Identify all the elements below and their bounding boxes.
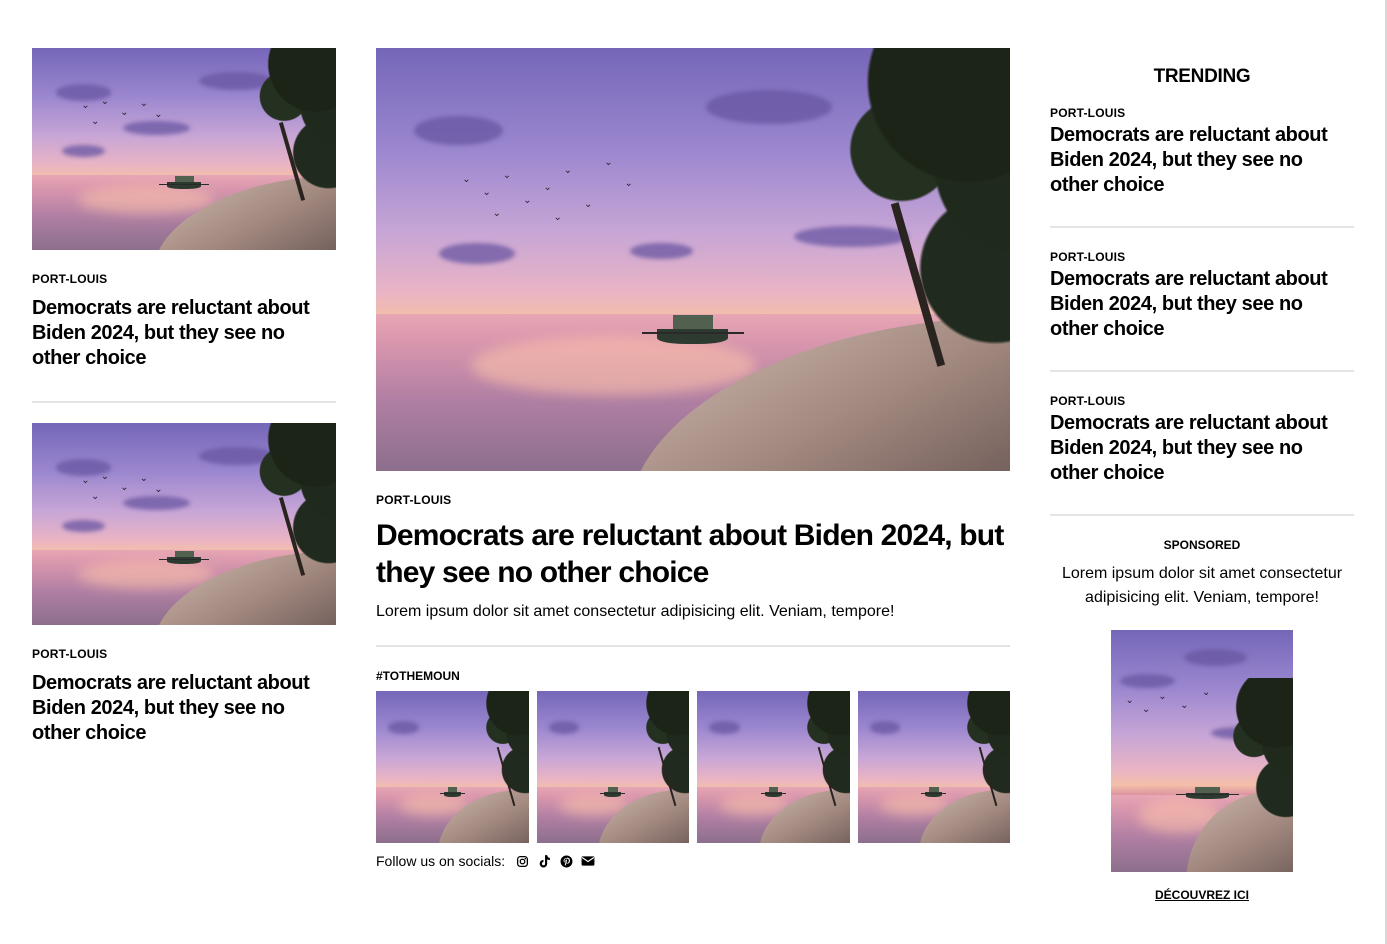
right-column: TRENDING PORT-LOUIS Democrats are reluct… — [1050, 48, 1354, 902]
left-column: ⌄ ⌄ ⌄ ⌄ ⌄ ⌄ PORT-LOUIS Democrats are reluctan… — [32, 48, 336, 746]
article-image[interactable]: ⌄ ⌄ ⌄ ⌄ ⌄ ⌄ — [32, 48, 336, 250]
gallery-hashtag[interactable]: #TOTHEMOUN — [376, 669, 460, 683]
trending-item[interactable]: PORT-LOUIS Democrats are reluctant about… — [1050, 88, 1354, 198]
divider — [1050, 226, 1354, 228]
trending-kicker[interactable]: PORT-LOUIS — [1050, 106, 1126, 120]
sponsored-text: Lorem ipsum dolor sit amet consectetur a… — [1061, 565, 1343, 606]
article-image[interactable]: ⌄ ⌄ ⌄ ⌄ ⌄ ⌄ — [32, 423, 336, 625]
trending-heading: TRENDING — [1153, 66, 1251, 87]
scrollbar-track[interactable] — [1385, 0, 1387, 944]
divider — [1050, 370, 1354, 372]
article-title[interactable]: Democrats are reluctant about Biden 2024… — [32, 297, 310, 369]
main-column: ⌄ ⌄ ⌄ ⌄ ⌄ ⌄ ⌄ ⌄ ⌄ ⌄ ⌄ PORT-LOUIS Democrats are rel… — [376, 48, 1010, 869]
hero-title[interactable]: Democrats are reluctant about Biden 2024… — [376, 519, 1004, 589]
article-kicker[interactable]: PORT-LOUIS — [32, 647, 108, 661]
trending-title[interactable]: Democrats are reluctant about Biden 2024… — [1050, 124, 1328, 196]
article-card[interactable]: ⌄ ⌄ ⌄ ⌄ ⌄ ⌄ PORT-LOUIS Democrats are reluctan… — [32, 423, 336, 746]
hero-image[interactable]: ⌄ ⌄ ⌄ ⌄ ⌄ ⌄ ⌄ ⌄ ⌄ ⌄ ⌄ — [376, 48, 1010, 471]
trending-title[interactable]: Democrats are reluctant about Biden 2024… — [1050, 268, 1328, 340]
gallery-image[interactable] — [857, 691, 1010, 843]
sponsored-image[interactable]: ⌄ ⌄ ⌄ ⌄ ⌄ — [1111, 630, 1293, 872]
divider — [32, 401, 336, 403]
gallery-image[interactable] — [536, 691, 689, 843]
article-card[interactable]: ⌄ ⌄ ⌄ ⌄ ⌄ ⌄ PORT-LOUIS Democrats are reluctan… — [32, 48, 336, 371]
pinterest-icon[interactable] — [559, 854, 573, 868]
trending-item[interactable]: PORT-LOUIS Democrats are reluctant about… — [1050, 228, 1354, 342]
trending-kicker[interactable]: PORT-LOUIS — [1050, 394, 1126, 408]
tiktok-icon[interactable] — [537, 854, 551, 868]
gallery-image[interactable] — [376, 691, 529, 843]
socials-label: Follow us on socials: — [376, 853, 506, 869]
photo-gallery — [376, 691, 1010, 843]
trending-title[interactable]: Democrats are reluctant about Biden 2024… — [1050, 412, 1328, 484]
article-title[interactable]: Democrats are reluctant about Biden 2024… — [32, 672, 310, 744]
discover-link[interactable]: DÉCOUVREZ ICI — [1154, 888, 1249, 902]
social-links: Follow us on socials: — [376, 853, 1010, 869]
instagram-icon[interactable] — [515, 854, 529, 868]
hero-kicker[interactable]: PORT-LOUIS — [376, 493, 452, 507]
email-icon[interactable] — [581, 854, 595, 868]
sponsored-label: SPONSORED — [1163, 538, 1241, 552]
trending-item[interactable]: PORT-LOUIS Democrats are reluctant about… — [1050, 372, 1354, 486]
trending-kicker[interactable]: PORT-LOUIS — [1050, 250, 1126, 264]
article-kicker[interactable]: PORT-LOUIS — [32, 272, 108, 286]
gallery-image[interactable] — [697, 691, 850, 843]
divider — [1050, 514, 1354, 516]
divider — [376, 645, 1010, 647]
hero-summary: Lorem ipsum dolor sit amet consectetur a… — [376, 603, 895, 620]
